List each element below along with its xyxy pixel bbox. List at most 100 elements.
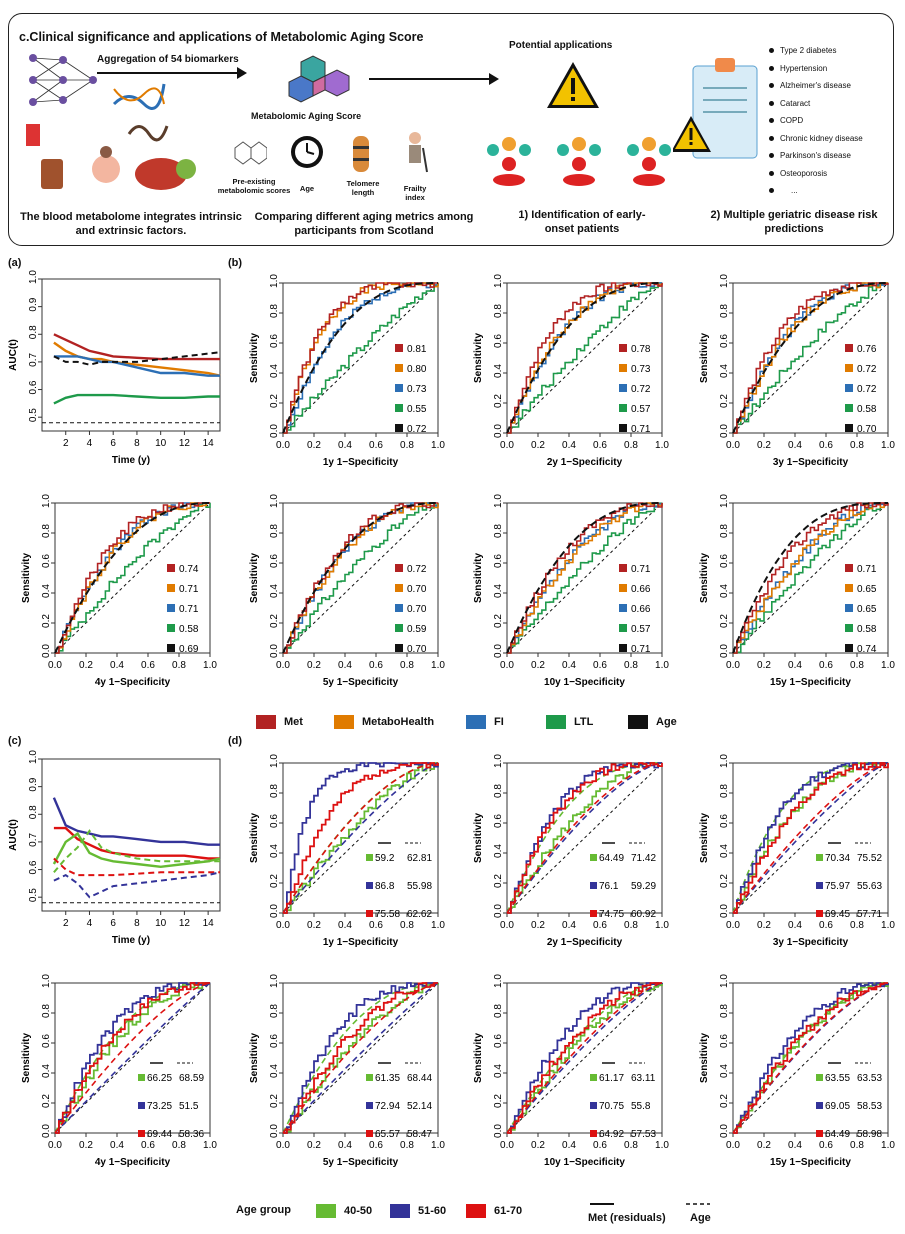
roc-curve-met-g61 bbox=[283, 982, 438, 1134]
auc-legend-swatch bbox=[167, 624, 175, 632]
x-axis-label: 5y 1−Specificity bbox=[323, 1157, 399, 1168]
y-tick-label: 0.8 bbox=[269, 784, 280, 798]
group-swatch bbox=[590, 854, 597, 861]
plot-frame bbox=[732, 282, 889, 434]
legend-met: Met bbox=[256, 715, 303, 729]
x-tick-label: 0.6 bbox=[141, 660, 155, 671]
x-tick-label: 0.4 bbox=[338, 660, 352, 671]
x-tick-label: 0.0 bbox=[276, 1140, 290, 1151]
auc-value: 0.71 bbox=[631, 424, 651, 435]
x-tick-label: 0.6 bbox=[369, 660, 383, 671]
group-swatch bbox=[590, 1074, 597, 1081]
auc-legend-swatch bbox=[395, 344, 403, 352]
y-tick-label: 0.0 bbox=[269, 644, 280, 658]
auc-value: 0.72 bbox=[857, 364, 877, 375]
y-tick-label: 0.2 bbox=[269, 1094, 280, 1108]
x-tick-label: 0.8 bbox=[400, 660, 414, 671]
auc-value: 0.70 bbox=[857, 424, 877, 435]
y-tick-label: 0.2 bbox=[269, 874, 280, 888]
met-value: 64.49 bbox=[825, 1129, 850, 1140]
met-value: 64.92 bbox=[599, 1129, 624, 1140]
disease-item: COPD bbox=[769, 112, 893, 130]
x-tick-label: 0.8 bbox=[850, 1140, 864, 1151]
x-tick-label: 14 bbox=[203, 918, 215, 929]
met-value: 73.25 bbox=[147, 1101, 172, 1112]
auc-legend-swatch bbox=[395, 564, 403, 572]
age-value: 58.53 bbox=[857, 1101, 882, 1112]
auc-value: 0.66 bbox=[631, 584, 651, 595]
age-value: 57.71 bbox=[857, 909, 882, 920]
roc-curve-metabohealth bbox=[733, 502, 889, 654]
legend-group-51-60: 51-60 bbox=[390, 1204, 446, 1218]
group-swatch bbox=[816, 1130, 823, 1137]
plot-frame bbox=[282, 502, 439, 654]
roc-curve-age bbox=[732, 282, 888, 434]
auc-legend-swatch bbox=[395, 624, 403, 632]
x-axis-label: 10y 1−Specificity bbox=[544, 1157, 625, 1168]
y-axis-label: Sensitivity bbox=[249, 553, 260, 603]
x-tick-label: 0.0 bbox=[48, 660, 62, 671]
y-tick-label: 1.0 bbox=[493, 974, 504, 988]
auc-value: 0.57 bbox=[631, 404, 651, 415]
x-tick-label: 0.2 bbox=[757, 920, 771, 931]
plot-frame bbox=[54, 982, 211, 1134]
x-tick-label: 0.8 bbox=[400, 920, 414, 931]
y-tick-label: 0.0 bbox=[41, 644, 52, 658]
auc-value: 0.72 bbox=[407, 424, 427, 435]
y-tick-label: 0.6 bbox=[493, 814, 504, 828]
auc-value: 0.71 bbox=[857, 564, 877, 575]
roc-curve-met-g51 bbox=[507, 982, 663, 1134]
y-tick-label: 0.8 bbox=[28, 325, 39, 339]
auc-legend-swatch bbox=[845, 404, 853, 412]
disease-item: ... bbox=[769, 182, 893, 200]
auc-value: 0.65 bbox=[857, 584, 877, 595]
group-swatch bbox=[366, 1074, 373, 1081]
group-swatch bbox=[590, 910, 597, 917]
x-tick-label: 0.4 bbox=[562, 660, 576, 671]
auc-legend-swatch bbox=[619, 604, 627, 612]
met-value: 65.57 bbox=[375, 1129, 400, 1140]
roc-chart-b-2y: 0.0 0.2 0.4 0.6 0.8 1.0 0.0 0.2 0.4 0.6 0.8 1.0 2y 1… bbox=[473, 274, 669, 468]
x-tick-label: 0.6 bbox=[819, 1140, 833, 1151]
x-tick-label: 14 bbox=[203, 438, 215, 449]
plot-frame bbox=[282, 282, 439, 434]
group-swatch bbox=[366, 854, 373, 861]
x-tick-label: 1.0 bbox=[655, 920, 669, 931]
y-axis-label: Sensitivity bbox=[249, 813, 260, 863]
plot-frame bbox=[732, 982, 889, 1134]
x-tick-label: 0.2 bbox=[79, 660, 93, 671]
auc-legend-swatch bbox=[395, 384, 403, 392]
y-tick-label: 0.8 bbox=[41, 524, 52, 538]
y-tick-label: 0.0 bbox=[269, 1124, 280, 1138]
x-tick-label: 0.2 bbox=[531, 660, 545, 671]
age-value: 60.92 bbox=[631, 909, 656, 920]
x-tick-label: 0.4 bbox=[788, 440, 802, 451]
plot-frame bbox=[506, 502, 663, 654]
x-tick-label: 0.6 bbox=[593, 920, 607, 931]
y-tick-label: 1.0 bbox=[493, 754, 504, 768]
auc-legend-swatch bbox=[845, 624, 853, 632]
plot-frame bbox=[732, 502, 889, 654]
roc-curve-ltl bbox=[283, 283, 439, 434]
x-tick-label: 0.0 bbox=[500, 660, 514, 671]
x-tick-label: 0.0 bbox=[500, 920, 514, 931]
y-tick-label: 1.0 bbox=[269, 274, 280, 288]
x-tick-label: 0.6 bbox=[593, 660, 607, 671]
y-tick-label: 0.6 bbox=[269, 814, 280, 828]
y-tick-label: 0.6 bbox=[41, 1034, 52, 1048]
disease-item: Chronic kidney disease bbox=[769, 130, 893, 148]
label-d: (d) bbox=[228, 735, 243, 747]
auc-value: 0.58 bbox=[857, 624, 877, 635]
met-value: 63.55 bbox=[825, 1073, 850, 1084]
x-tick-label: 0.4 bbox=[562, 920, 576, 931]
x-tick-label: 2 bbox=[63, 438, 69, 449]
y-tick-label: 1.0 bbox=[269, 754, 280, 768]
plot-frame bbox=[732, 762, 889, 914]
y-tick-label: 0.8 bbox=[493, 1004, 504, 1018]
roc-chart-d-15y: 0.0 0.2 0.4 0.6 0.8 1.0 0.0 0.2 0.4 0.6 0.8 1.0 15y … bbox=[699, 974, 895, 1168]
roc-curve-age-g61 bbox=[506, 982, 663, 1134]
x-tick-label: 1.0 bbox=[431, 1140, 445, 1151]
auc-legend-swatch bbox=[619, 644, 627, 652]
y-tick-label: 1.0 bbox=[28, 750, 39, 764]
y-tick-label: 0.2 bbox=[493, 874, 504, 888]
